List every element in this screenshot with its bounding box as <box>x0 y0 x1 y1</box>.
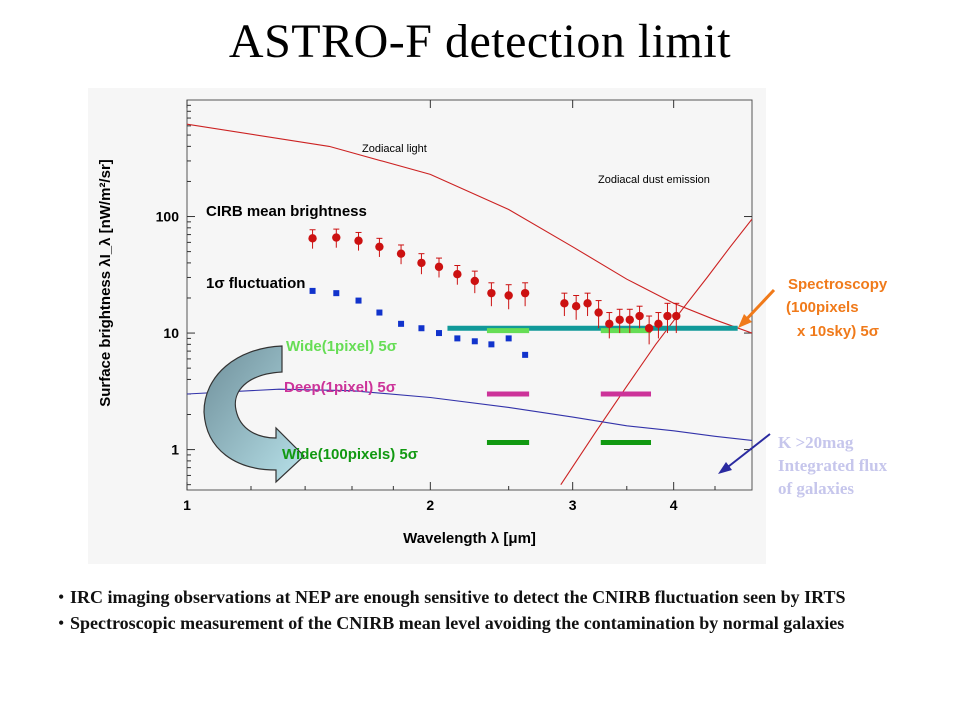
wide-100pixels-label: Wide(100pixels) 5σ <box>282 446 418 463</box>
curved-arrow-icon <box>203 345 305 484</box>
cirb-point <box>654 319 663 329</box>
plot-frame <box>186 99 753 491</box>
zodiacal-light-label: Zodiacal light <box>362 143 427 155</box>
fluctuation-point <box>471 338 478 345</box>
cirb-point <box>417 258 426 268</box>
x-axis-label: Wavelength λ [μm] <box>403 530 536 547</box>
fluctuation-point <box>376 309 383 316</box>
spectroscopy-label-line: (100pixels <box>786 299 859 316</box>
cirb-point <box>644 324 654 333</box>
cirb-point <box>615 315 624 324</box>
cirb-point <box>594 308 603 317</box>
y-tick-label: 10 <box>163 325 179 341</box>
fluctuation-point <box>398 320 405 327</box>
cirb-point <box>504 291 513 300</box>
bullet-item: Spectroscopic measurement of the CNIRB m… <box>58 612 938 635</box>
spectroscopy-arrowhead-icon <box>738 314 752 328</box>
kmag-label-line: K >20mag <box>778 433 854 452</box>
x-tick-label: 4 <box>670 497 678 513</box>
y-axis-label: Surface brightness λI_λ [nW/m²/sr] <box>97 159 114 407</box>
spectroscopy-label-line: x 10sky) 5σ <box>797 323 879 340</box>
kmag-label-line: Integrated flux <box>778 456 888 475</box>
fluctuation-point <box>505 335 512 342</box>
fluctuation-point <box>333 290 340 297</box>
cirb-point <box>375 242 384 251</box>
cirb-mean-label: CIRB mean brightness <box>206 203 367 220</box>
cirb-point <box>672 311 681 321</box>
zodiacal-dust-label: Zodiacal dust emission <box>598 174 710 186</box>
cirb-point <box>396 249 406 258</box>
kmag-arrow-icon <box>723 433 771 471</box>
cirb-point <box>583 299 592 308</box>
fluctuation-point <box>522 351 529 358</box>
cirb-point <box>663 311 672 321</box>
x-tick-label: 3 <box>569 497 577 513</box>
deep-1pixel-label: Deep(1pixel) 5σ <box>284 379 396 396</box>
cirb-point <box>308 234 317 243</box>
kmag-arrowhead-icon <box>718 462 732 474</box>
kmag-label-line: of galaxies <box>778 479 854 498</box>
curve-k-20mag-integrated-flux-of-galaxies <box>187 388 752 441</box>
x-tick-label: 1 <box>183 497 191 513</box>
cirb-point <box>560 299 569 308</box>
cirb-point <box>625 315 634 324</box>
slide-title: ASTRO-F detection limit <box>228 15 732 68</box>
bullet-item: IRC imaging observations at NEP are enou… <box>58 586 938 609</box>
fluctuation-label: 1σ fluctuation <box>206 275 305 292</box>
fluctuation-point <box>418 325 425 332</box>
y-tick-label: 100 <box>156 209 180 225</box>
curve-zodiacal-light <box>187 123 752 334</box>
cirb-point <box>354 236 363 245</box>
fluctuation-point <box>355 297 362 304</box>
cirb-point <box>487 288 496 298</box>
cirb-point <box>571 302 581 311</box>
cirb-point <box>332 233 341 242</box>
spectroscopy-label-line: Spectroscopy <box>788 276 888 293</box>
x-tick-label: 2 <box>426 497 434 513</box>
cirb-point <box>635 311 644 321</box>
cirb-point <box>453 269 462 279</box>
fluctuation-point <box>309 287 316 294</box>
wide-1pixel-label: Wide(1pixel) 5σ <box>286 338 397 355</box>
cirb-point <box>434 262 444 272</box>
fluctuation-point <box>436 330 443 337</box>
cirb-point <box>520 288 530 298</box>
cirb-point <box>470 276 479 286</box>
fluctuation-point <box>488 341 495 348</box>
cirb-point <box>605 319 614 329</box>
bullet-list: IRC imaging observations at NEP are enou… <box>58 586 938 638</box>
fluctuation-point <box>454 335 461 342</box>
y-tick-label: 1 <box>171 442 179 458</box>
